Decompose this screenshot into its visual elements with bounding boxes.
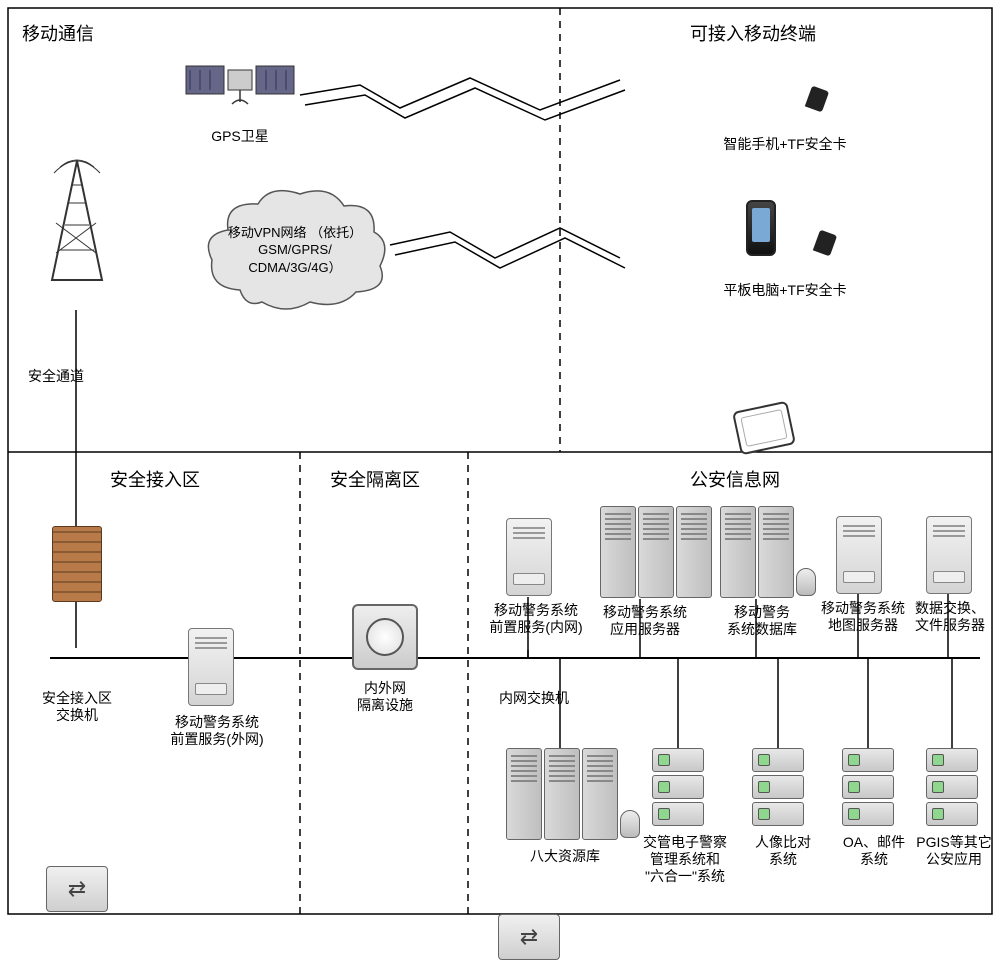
intranet-switch-icon bbox=[498, 914, 560, 960]
region-public-security-net: 公安信息网 bbox=[690, 466, 780, 492]
cell-tower-icon bbox=[42, 155, 112, 285]
oa-mail-icon bbox=[842, 748, 894, 826]
tf-card-icon bbox=[805, 86, 829, 113]
region-mobile-comm: 移动通信 bbox=[22, 20, 94, 46]
vpn-cloud-icon: 移动VPN网络 （依托）GSM/GPRS/ CDMA/3G/4G） bbox=[200, 180, 390, 320]
traffic-sys-label: 交管电子警察 管理系统和 "六合一"系统 bbox=[626, 834, 744, 884]
pgis-other-label: PGIS等其它 公安应用 bbox=[904, 834, 1000, 868]
tablet-label: 平板电脑+TF安全卡 bbox=[700, 282, 870, 299]
front-ext-server-icon bbox=[188, 628, 234, 706]
data-file-label: 数据交换、 文件服务器 bbox=[900, 600, 1000, 634]
firewall-icon bbox=[52, 526, 102, 602]
front-ext-label: 移动警务系统 前置服务(外网) bbox=[152, 714, 282, 748]
front-int-label: 移动警务系统 前置服务(内网) bbox=[476, 602, 596, 636]
gps-label: GPS卫星 bbox=[200, 128, 280, 145]
secure-channel-label: 安全通道 bbox=[28, 368, 118, 385]
tablet-icon bbox=[732, 401, 796, 456]
region-mobile-terminals: 可接入移动终端 bbox=[690, 20, 816, 46]
tf-card-icon bbox=[813, 230, 837, 257]
eight-db-icon bbox=[506, 748, 618, 840]
map-server-icon bbox=[836, 516, 882, 594]
gps-satellite-icon bbox=[180, 40, 300, 120]
isolation-label: 内外网 隔离设施 bbox=[340, 680, 430, 714]
region-secure-isolation: 安全隔离区 bbox=[330, 466, 420, 492]
eight-db-label: 八大资源库 bbox=[510, 848, 620, 865]
face-compare-label: 人像比对 系统 bbox=[738, 834, 828, 868]
data-file-server-icon bbox=[926, 516, 972, 594]
app-server-label: 移动警务系统 应用服务器 bbox=[590, 604, 700, 638]
smartphone-label: 智能手机+TF安全卡 bbox=[700, 136, 870, 153]
region-secure-access: 安全接入区 bbox=[110, 466, 200, 492]
access-switch-icon bbox=[46, 866, 108, 912]
face-compare-icon bbox=[752, 748, 804, 826]
vpn-cloud-label: 移动VPN网络 （依托）GSM/GPRS/ CDMA/3G/4G） bbox=[200, 180, 390, 320]
db-server-icon bbox=[720, 506, 794, 598]
app-server-icon bbox=[600, 506, 712, 598]
pgis-other-icon bbox=[926, 748, 978, 826]
db-disk-icon bbox=[796, 568, 816, 596]
traffic-sys-icon bbox=[652, 748, 704, 826]
intranet-switch-label: 内网交换机 bbox=[484, 690, 584, 707]
access-switch-label: 安全接入区 交换机 bbox=[22, 690, 132, 724]
db-label: 移动警务 系统数据库 bbox=[712, 604, 812, 638]
isolation-device-icon bbox=[352, 604, 418, 670]
smartphone-icon bbox=[746, 200, 776, 256]
network-architecture-diagram: 移动通信 可接入移动终端 安全接入区 安全隔离区 公安信息网 GPS卫星 bbox=[0, 0, 1000, 922]
front-int-server-icon bbox=[506, 518, 552, 596]
